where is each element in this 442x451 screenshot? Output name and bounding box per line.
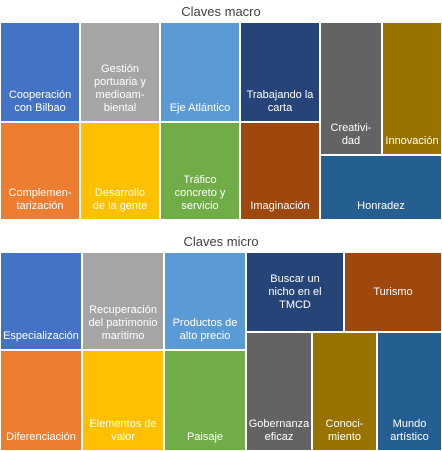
macro-tile-eje-atlantico: Eje Atlántico (160, 22, 240, 122)
macro-tile-cooperacion: Cooperación con Bilbao (0, 22, 80, 122)
micro-tile-mundo-artistico: Mundo artístico (377, 332, 442, 451)
macro-title: Claves macro (181, 4, 261, 19)
micro-tile-conocimiento: Conoci- miento (312, 332, 377, 451)
micro-title: Claves micro (183, 234, 259, 249)
micro-tile-turismo: Turismo (344, 252, 442, 332)
macro-tile-gestion: Gestión portuaria y medioam- biental (80, 22, 160, 122)
micro-tile-elementos: Elementos de valor (82, 350, 164, 451)
macro-tile-honradez: Honradez (320, 155, 442, 220)
macro-tile-innovacion: Innovación (382, 22, 442, 155)
micro-tile-diferenciacion: Diferenciación (0, 350, 82, 451)
micro-tile-recuperacion: Recuperación del patrimonio marítimo (82, 252, 164, 350)
macro-tile-complementarizacion: Complemen- tarización (0, 122, 80, 220)
micro-tile-paisaje: Paisaje (164, 350, 246, 451)
micro-tile-productos: Productos de alto precio (164, 252, 246, 350)
micro-tile-buscar-nicho: Buscar un nicho en el TMCD (246, 252, 344, 332)
micro-tile-gobernanza: Gobernanza eficaz (246, 332, 312, 451)
macro-tile-trafico: Tráfico concreto y servicio (160, 122, 240, 220)
macro-tile-trabajando: Trabajando la carta (240, 22, 320, 122)
micro-tile-especializacion: Especialización (0, 252, 82, 350)
macro-tile-desarrollo: Desarrollo de la gente (80, 122, 160, 220)
macro-tile-creatividad: Creativi- dad (320, 22, 382, 155)
macro-tile-imaginacion: Imaginación (240, 122, 320, 220)
